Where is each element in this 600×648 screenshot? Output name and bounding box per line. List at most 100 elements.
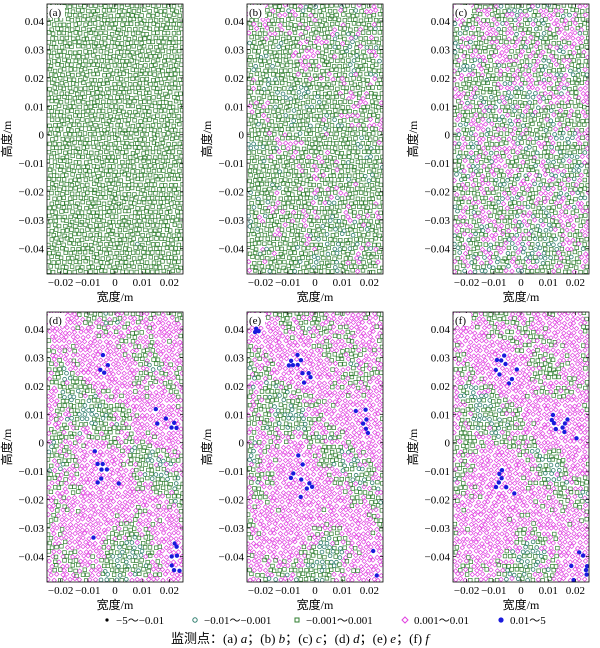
scatter-point xyxy=(67,196,73,201)
scatter-point xyxy=(109,76,114,81)
scatter-point xyxy=(53,210,58,215)
scatter-point xyxy=(491,236,497,242)
scatter-point xyxy=(499,214,505,220)
scatter-point xyxy=(505,66,511,72)
scatter-point xyxy=(155,242,160,247)
scatter-point xyxy=(345,224,350,229)
scatter-point xyxy=(59,91,64,96)
scatter-point xyxy=(372,159,377,165)
scatter-point xyxy=(581,49,587,55)
scatter-point xyxy=(347,173,352,178)
scatter-point xyxy=(317,9,322,14)
panel-label: (b) xyxy=(249,7,262,19)
scatter-point xyxy=(311,173,317,180)
scatter-point xyxy=(339,222,345,228)
scatter-point xyxy=(503,267,509,274)
scatter-point xyxy=(158,209,164,214)
scatter-point xyxy=(127,110,132,115)
scatter-point xyxy=(177,223,182,228)
scatter-point xyxy=(291,90,296,95)
scatter-point xyxy=(286,218,291,223)
scatter-point xyxy=(152,164,158,169)
scatter-point xyxy=(77,214,82,219)
scatter-point xyxy=(176,186,181,192)
scatter-point xyxy=(539,64,544,69)
scatter-point xyxy=(503,48,510,54)
scatter-point xyxy=(123,135,128,141)
scatter-point xyxy=(320,224,326,229)
scatter-point xyxy=(60,228,65,234)
scatter-point xyxy=(286,90,292,95)
scatter-point xyxy=(58,39,63,45)
scatter-point xyxy=(528,245,533,250)
scatter-point xyxy=(67,85,73,91)
scatter-point xyxy=(268,214,273,219)
scatter-point xyxy=(172,222,177,227)
scatter-point xyxy=(156,329,162,335)
scatter-point xyxy=(525,269,530,274)
scatter-point xyxy=(526,72,533,78)
scatter-point xyxy=(543,8,549,14)
scatter-point xyxy=(167,13,172,18)
scatter-point xyxy=(53,333,59,340)
scatter-point xyxy=(457,159,462,164)
scatter-point xyxy=(169,18,174,23)
scatter-point xyxy=(85,219,90,224)
scatter-point xyxy=(527,100,532,105)
scatter-point xyxy=(512,210,518,215)
scatter-point xyxy=(252,58,258,63)
scatter-point xyxy=(552,251,557,256)
scatter-point xyxy=(575,218,580,223)
scatter-point xyxy=(309,242,314,248)
scatter-point xyxy=(561,4,567,8)
scatter-point xyxy=(291,181,296,186)
scatter-point xyxy=(179,71,183,76)
scatter-point xyxy=(554,72,560,77)
scatter-point xyxy=(153,82,159,87)
scatter-point xyxy=(149,103,155,108)
scatter-point xyxy=(513,263,519,269)
scatter-point xyxy=(281,45,286,51)
scatter-point xyxy=(330,233,336,238)
scatter-point xyxy=(122,182,127,188)
scatter-point xyxy=(320,169,325,174)
scatter-point xyxy=(485,181,491,187)
scatter-point xyxy=(576,13,582,18)
scatter-point xyxy=(67,270,72,274)
scatter-point xyxy=(107,8,112,13)
scatter-point xyxy=(282,259,287,265)
scatter-point xyxy=(551,233,556,238)
scatter-point xyxy=(97,339,103,345)
scatter-point xyxy=(310,167,315,173)
scatter-point xyxy=(323,39,329,45)
scatter-point xyxy=(57,232,62,237)
scatter-point xyxy=(528,229,534,234)
scatter-point xyxy=(574,245,579,250)
scatter-point xyxy=(344,113,351,119)
scatter-point xyxy=(472,8,477,14)
scatter-point xyxy=(571,50,577,56)
scatter-point xyxy=(282,232,287,237)
scatter-point xyxy=(342,154,347,160)
scatter-point xyxy=(262,195,267,200)
scatter-point xyxy=(54,227,59,232)
scatter-point xyxy=(470,182,477,188)
scatter-point xyxy=(478,95,484,100)
scatter-point xyxy=(84,112,89,117)
scatter-point xyxy=(354,45,359,50)
scatter-point xyxy=(127,99,132,104)
scatter-point xyxy=(262,258,268,265)
scatter-point xyxy=(143,237,148,242)
scatter-point xyxy=(74,218,80,223)
scatter-point xyxy=(352,164,357,170)
scatter-point xyxy=(177,22,182,27)
scatter-point xyxy=(60,246,65,251)
scatter-point xyxy=(457,214,464,220)
scatter-point xyxy=(301,126,306,131)
scatter-point xyxy=(115,41,120,46)
scatter-point xyxy=(319,187,324,193)
scatter-point xyxy=(121,71,126,76)
scatter-point xyxy=(375,259,381,265)
scatter-point xyxy=(484,158,489,163)
scatter-point xyxy=(580,135,585,140)
